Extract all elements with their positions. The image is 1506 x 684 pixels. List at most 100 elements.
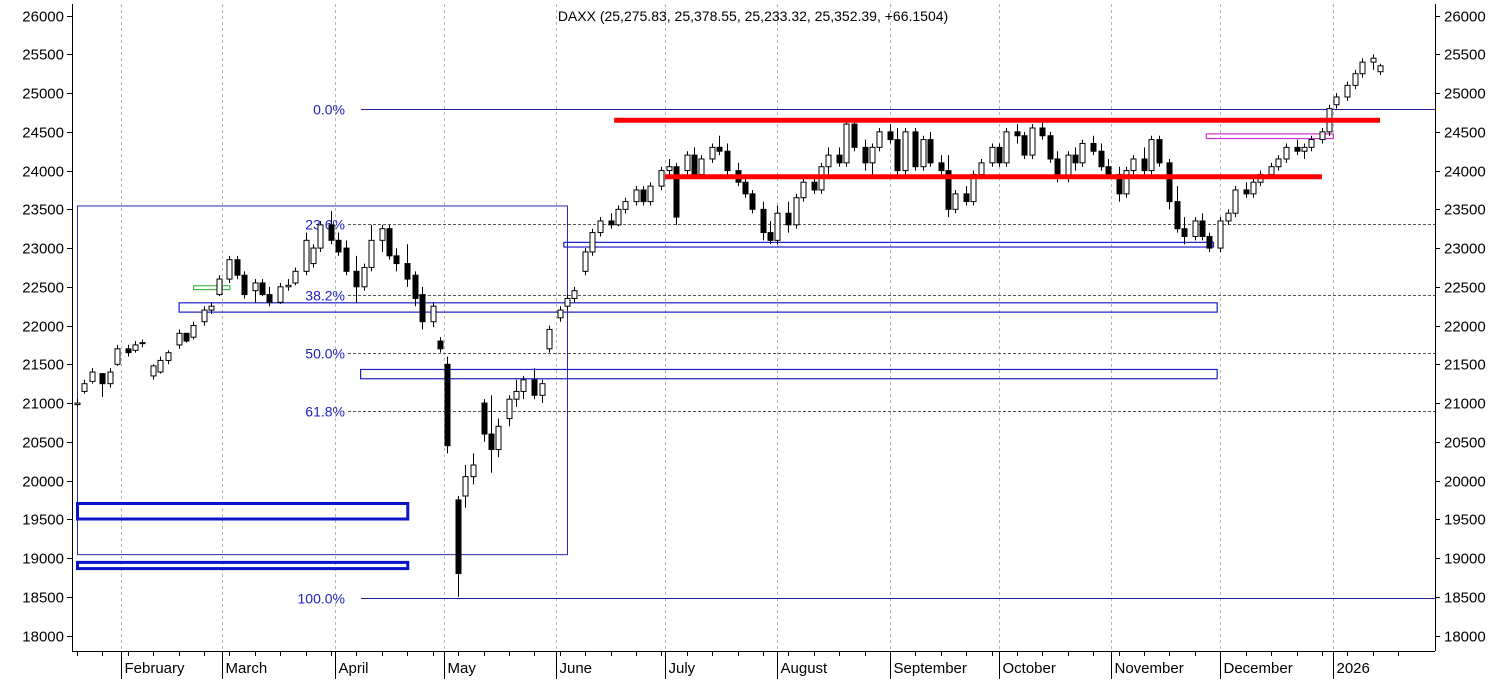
ytick-label-right-12: 24000 — [1444, 164, 1486, 181]
candle-body-32 — [343, 247, 350, 272]
candle-71 — [673, 162, 680, 225]
candle-body-92 — [851, 123, 858, 148]
candle-41 — [419, 286, 426, 330]
candle-66 — [633, 186, 640, 206]
candle-body-144 — [1294, 146, 1301, 152]
candle-body-21 — [252, 282, 259, 292]
zone-box-2 — [178, 302, 1218, 313]
ytick-label-right-1: 18500 — [1444, 590, 1486, 607]
candle-body-135 — [1217, 220, 1224, 249]
candle-111 — [1014, 124, 1021, 144]
candle-154 — [1377, 63, 1384, 76]
candle-body-41 — [419, 294, 426, 323]
candle-115 — [1047, 131, 1054, 163]
ytick-label-left-8: 22000 — [22, 319, 64, 336]
candle-body-97 — [894, 139, 901, 172]
ytick-label-right-0: 18000 — [1444, 629, 1486, 646]
candle-body-4 — [107, 371, 114, 385]
candle-7 — [132, 341, 139, 353]
candle-body-81 — [760, 208, 767, 234]
candle-27 — [303, 232, 310, 276]
candle-16 — [208, 302, 215, 314]
candle-body-40 — [412, 274, 419, 299]
candle-body-134 — [1206, 235, 1213, 249]
candle-body-90 — [836, 154, 843, 164]
candle-body-130 — [1174, 201, 1181, 230]
candle-77 — [724, 143, 731, 175]
candle-body-5 — [114, 348, 121, 365]
candle-99 — [912, 127, 919, 171]
candle-51 — [506, 395, 513, 427]
candle-69 — [658, 166, 665, 190]
candle-145 — [1301, 143, 1308, 159]
candle-body-129 — [1166, 162, 1173, 203]
fibonacci-levels: 0.0% 23.6% 38.2% 50.0% 61.8% 100.0% — [298, 102, 1435, 607]
candle-body-77 — [724, 150, 731, 172]
candle-body-150 — [1344, 84, 1351, 98]
candle-82 — [767, 220, 774, 245]
zone-box-4 — [76, 502, 410, 521]
candle-body-46 — [462, 476, 469, 497]
candle-63 — [608, 213, 615, 229]
ytick-label-right-8: 22000 — [1444, 319, 1486, 336]
candle-body-45 — [455, 499, 462, 575]
candle-body-133 — [1199, 220, 1206, 237]
candle-64 — [615, 205, 622, 227]
candle-21 — [252, 279, 259, 303]
y-axis-left: 18000 18500 19000 19500 20000 20500 21000 21500… — [22, 9, 72, 646]
candle-22 — [259, 279, 266, 297]
candle-52 — [513, 379, 520, 407]
candle-136 — [1225, 209, 1232, 225]
ytick-label-left-11: 23500 — [22, 202, 64, 219]
candlestick-series — [74, 54, 1384, 597]
candle-65 — [622, 197, 629, 214]
candle-body-110 — [1003, 131, 1010, 164]
candle-127 — [1148, 135, 1155, 175]
candle-body-108 — [989, 146, 996, 164]
candle-body-25 — [285, 284, 292, 288]
candle-0 — [74, 399, 81, 407]
month-label-4: June — [560, 660, 593, 677]
candle-body-49 — [488, 433, 495, 451]
candle-103 — [945, 155, 952, 218]
candle-102 — [938, 155, 945, 175]
candle-body-57 — [557, 309, 564, 319]
candle-body-72 — [684, 154, 691, 172]
candle-124 — [1123, 166, 1130, 198]
ytick-label-right-10: 23000 — [1444, 241, 1486, 258]
candle-body-7 — [132, 344, 139, 351]
candle-4 — [107, 368, 114, 388]
ytick-label-left-16: 26000 — [22, 9, 64, 26]
candle-body-71 — [673, 166, 680, 218]
candle-26 — [292, 267, 299, 286]
ytick-label-left-3: 19500 — [22, 512, 64, 529]
candle-body-113 — [1029, 127, 1036, 156]
candle-body-127 — [1148, 139, 1155, 172]
candle-20 — [241, 271, 248, 299]
candle-94 — [869, 143, 876, 175]
candle-24 — [277, 282, 284, 304]
candle-body-65 — [622, 201, 629, 210]
candle-body-60 — [582, 251, 589, 272]
candle-body-9 — [150, 365, 157, 377]
candle-56 — [546, 325, 553, 353]
candle-25 — [285, 279, 292, 291]
candle-body-115 — [1047, 135, 1054, 160]
candle-46 — [462, 465, 469, 508]
candle-137 — [1232, 186, 1239, 218]
candle-body-27 — [303, 239, 310, 272]
month-label-2: April — [339, 660, 369, 677]
candle-150 — [1344, 81, 1351, 101]
candle-body-38 — [393, 255, 400, 265]
candle-95 — [876, 127, 883, 152]
candle-104 — [952, 189, 959, 214]
candle-body-126 — [1141, 158, 1148, 172]
grid-lines — [121, 4, 1334, 651]
candle-23 — [266, 286, 273, 307]
candle-49 — [488, 395, 495, 473]
ytick-label-right-7: 21500 — [1444, 357, 1486, 374]
candle-92 — [851, 120, 858, 152]
candle-body-112 — [1021, 135, 1028, 156]
candle-body-26 — [292, 270, 299, 284]
